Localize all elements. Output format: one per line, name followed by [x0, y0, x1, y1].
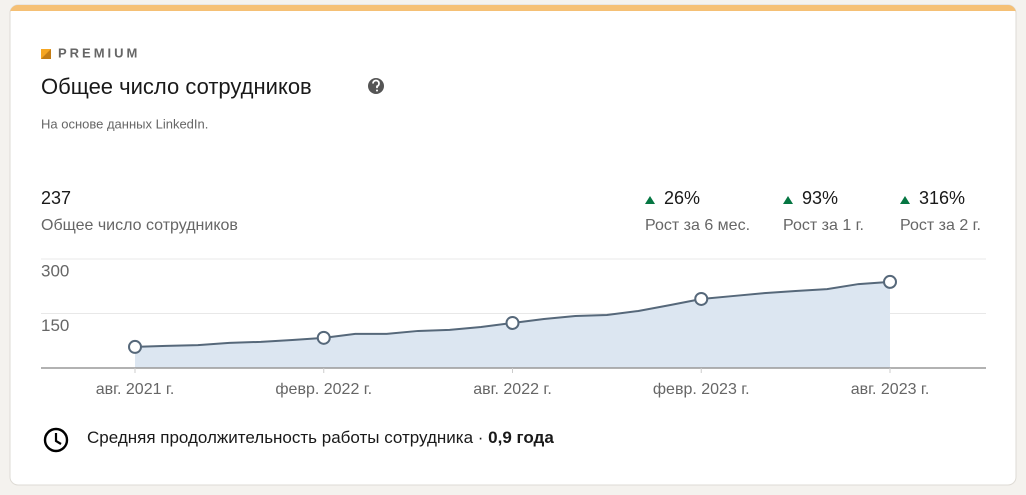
- point: [694, 291, 709, 306]
- point: [883, 274, 897, 289]
- footer-value: 0,9 года: [488, 428, 554, 447]
- footer: Средняя продолжительность работы сотрудн…: [87, 428, 554, 447]
- summary-value: 237: [41, 188, 71, 208]
- point: [316, 330, 331, 345]
- up-arrow: [900, 196, 910, 204]
- growth-label: Рост за 1 г.: [783, 217, 864, 234]
- up-arrow: [645, 196, 655, 204]
- growth-label: Рост за 2 г.: [900, 217, 981, 234]
- point: [128, 339, 142, 354]
- point: [505, 315, 520, 330]
- growth-value: 316%: [919, 188, 965, 208]
- subtitle: На основе данных LinkedIn.: [41, 116, 208, 131]
- premium-icon: [41, 49, 51, 59]
- x-tick-label: авг. 2022 г.: [473, 381, 552, 398]
- title: Общее число сотрудников: [41, 74, 312, 99]
- summary-label: Общее число сотрудников: [41, 217, 238, 234]
- y-tick-label: 300: [41, 261, 69, 280]
- help-icon[interactable]: [368, 78, 384, 94]
- premium-bar: [10, 5, 1016, 13]
- footer-text: Средняя продолжительность работы сотрудн…: [87, 428, 488, 447]
- x-tick-label: февр. 2022 г.: [275, 381, 372, 398]
- x-tick-label: авг. 2021 г.: [96, 381, 175, 398]
- y-tick-label: 150: [41, 316, 69, 335]
- growth-label: Рост за 6 мес.: [645, 217, 750, 234]
- x-tick-label: авг. 2023 г.: [851, 381, 930, 398]
- growth-value: 26%: [664, 188, 700, 208]
- growth-value: 93%: [802, 188, 838, 208]
- x-tick-label: февр. 2023 г.: [653, 381, 750, 398]
- badge: PREMIUM: [58, 45, 140, 60]
- up-arrow: [783, 196, 793, 204]
- clock-icon: [43, 427, 69, 453]
